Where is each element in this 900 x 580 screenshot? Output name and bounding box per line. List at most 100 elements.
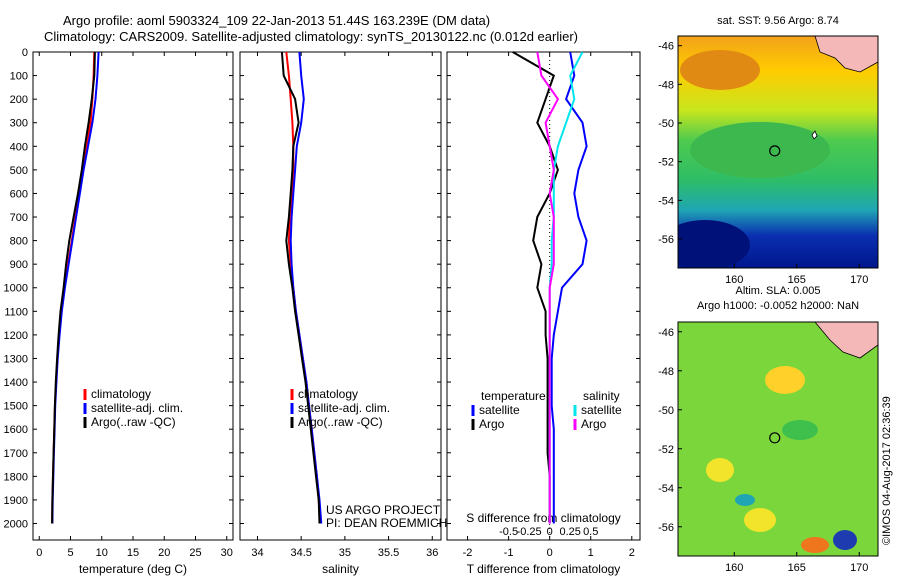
sla-blob (735, 494, 755, 506)
map-x-tick-label: 170 (850, 274, 868, 286)
depth-tick-label: 2000 (4, 518, 28, 530)
x-axis-label: T difference from climatology (467, 562, 621, 576)
depth-tick-label: 700 (10, 212, 28, 224)
map-y-tick-label: -48 (658, 79, 674, 91)
x-tick-label: 15 (127, 547, 139, 559)
legend-group-title: salinity (583, 389, 620, 403)
x-axis-label: temperature (deg C) (79, 562, 187, 576)
depth-tick-label: 1200 (4, 330, 28, 342)
depth-tick-label: 1000 (4, 283, 28, 295)
top-x-tick-label: -0.5 (499, 526, 518, 538)
depth-tick-label: 1100 (4, 306, 28, 318)
top-x-tick-label: 0.25 (559, 526, 580, 538)
series-line (550, 51, 588, 524)
depth-tick-label: 800 (10, 236, 28, 248)
depth-tick-label: 1600 (4, 424, 28, 436)
x-tick-label: 30 (221, 547, 233, 559)
sst-mid-patch (690, 122, 830, 178)
top-x-tick-label: 0.5 (583, 526, 598, 538)
depth-tick-label: 1900 (4, 495, 28, 507)
x-axis-label: salinity (322, 562, 359, 576)
legend-label: satellite-adj. clim. (91, 401, 183, 415)
map-y-tick-label: -56 (658, 234, 674, 246)
map-y-tick-label: -48 (658, 366, 674, 378)
top-axis-label: S difference from climatology (466, 511, 621, 525)
map-x-tick-label: 160 (725, 562, 743, 574)
x-tick-label: 0 (36, 547, 42, 559)
depth-tick-label: 100 (10, 71, 28, 83)
legend-label: Argo(..raw -QC) (298, 415, 383, 429)
x-tick-label: -1 (504, 547, 514, 559)
sst-map (677, 35, 879, 269)
map-x-tick-label: 160 (725, 274, 743, 286)
map-title: Altim. SLA: 0.005 (736, 285, 821, 297)
series-line (536, 51, 560, 524)
depth-tick-label: 200 (10, 94, 28, 106)
map-y-tick-label: -46 (658, 41, 674, 53)
sla-map (677, 321, 879, 557)
legend-label: climatology (298, 387, 358, 401)
x-tick-label: 10 (96, 547, 108, 559)
x-tick-label: -2 (463, 547, 473, 559)
depth-tick-label: 400 (10, 141, 28, 153)
depth-tick-label: 1500 (4, 401, 28, 413)
sla-blob (706, 458, 734, 482)
map-y-tick-label: -52 (658, 157, 674, 169)
figure-title-line1: Argo profile: aoml 5903324_109 22-Jan-20… (63, 13, 491, 28)
sst-warm-patch (680, 50, 760, 90)
x-tick-label: 5 (67, 547, 73, 559)
series-line (512, 51, 559, 524)
landmass (814, 36, 878, 73)
panel-frame (446, 51, 641, 541)
map-title: sat. SST: 9.56 Argo: 8.74 (717, 15, 839, 27)
profile-location-marker (769, 145, 781, 157)
depth-tick-label: 1700 (4, 448, 28, 460)
project-annotation: US ARGO PROJECT (326, 503, 441, 517)
map-x-tick-label: 165 (788, 562, 806, 574)
series-line (289, 51, 323, 524)
depth-tick-label: 1800 (4, 471, 28, 483)
depth-tick-label: 600 (10, 188, 28, 200)
project-annotation: PI: DEAN ROEMMICH (326, 516, 447, 530)
depth-tick-label: 0 (22, 47, 28, 59)
sla-blob (833, 530, 857, 550)
imos-stamp: ©IMOS 04-Aug-2017 02:36:39 (881, 396, 893, 545)
map-y-tick-label: -54 (658, 195, 674, 207)
legend-label: satellite (479, 403, 520, 417)
legend-label: Argo (479, 417, 505, 431)
top-x-tick-label: 0 (547, 526, 553, 538)
series-line (51, 51, 96, 524)
depth-tick-label: 300 (10, 118, 28, 130)
legend-label: satellite (581, 403, 622, 417)
legend-group-title: temperature (481, 389, 546, 403)
map-y-tick-label: -54 (658, 483, 674, 495)
map-x-tick-label: 165 (788, 274, 806, 286)
sla-blob (801, 537, 829, 553)
series-line (280, 51, 321, 524)
map-y-tick-label: -46 (658, 327, 674, 339)
sla-blob (744, 508, 776, 532)
map-y-tick-label: -50 (658, 118, 674, 130)
depth-tick-label: 1300 (4, 353, 28, 365)
x-tick-label: 34 (251, 547, 263, 559)
sst-cold-patch (678, 220, 750, 268)
sla-blob (782, 420, 818, 440)
map-y-tick-label: -56 (658, 522, 674, 534)
legend-label: climatology (91, 387, 151, 401)
profile-location-marker (769, 432, 781, 444)
figure-title-line2: Climatology: CARS2009. Satellite-adjuste… (44, 29, 579, 44)
series-line (51, 51, 100, 524)
x-tick-label: 35 (339, 547, 351, 559)
sla-blob (765, 366, 805, 394)
x-tick-label: 25 (189, 547, 201, 559)
island (811, 130, 818, 140)
x-tick-label: 35.5 (378, 547, 399, 559)
sst-map-frame (677, 35, 879, 269)
legend-label: Argo (581, 417, 607, 431)
depth-tick-label: 1400 (4, 377, 28, 389)
x-tick-label: 34.5 (290, 547, 311, 559)
x-tick-label: 1 (588, 547, 594, 559)
sla-map-frame (677, 321, 879, 557)
x-tick-label: 2 (629, 547, 635, 559)
landmass (814, 322, 878, 359)
